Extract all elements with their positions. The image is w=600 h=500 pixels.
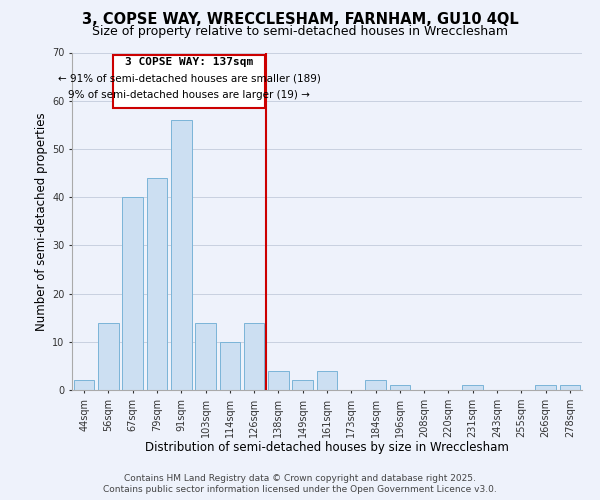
Bar: [220, 342, 240, 390]
Bar: [535, 385, 556, 390]
Bar: [98, 322, 119, 390]
Bar: [317, 370, 337, 390]
Bar: [389, 385, 410, 390]
Bar: [146, 178, 167, 390]
Bar: [292, 380, 313, 390]
Text: Contains HM Land Registry data © Crown copyright and database right 2025.
Contai: Contains HM Land Registry data © Crown c…: [103, 474, 497, 494]
Bar: [365, 380, 386, 390]
Bar: [560, 385, 580, 390]
Bar: [122, 197, 143, 390]
Text: 3 COPSE WAY: 137sqm: 3 COPSE WAY: 137sqm: [125, 58, 253, 68]
Y-axis label: Number of semi-detached properties: Number of semi-detached properties: [35, 112, 48, 330]
Text: ← 91% of semi-detached houses are smaller (189): ← 91% of semi-detached houses are smalle…: [58, 74, 320, 84]
Text: 3, COPSE WAY, WRECCLESHAM, FARNHAM, GU10 4QL: 3, COPSE WAY, WRECCLESHAM, FARNHAM, GU10…: [82, 12, 518, 28]
Text: 9% of semi-detached houses are larger (19) →: 9% of semi-detached houses are larger (1…: [68, 90, 310, 101]
Bar: [74, 380, 94, 390]
Bar: [268, 370, 289, 390]
Bar: [463, 385, 483, 390]
FancyBboxPatch shape: [113, 55, 265, 108]
Bar: [171, 120, 191, 390]
Text: Size of property relative to semi-detached houses in Wrecclesham: Size of property relative to semi-detach…: [92, 25, 508, 38]
Bar: [244, 322, 265, 390]
Bar: [195, 322, 216, 390]
X-axis label: Distribution of semi-detached houses by size in Wrecclesham: Distribution of semi-detached houses by …: [145, 442, 509, 454]
